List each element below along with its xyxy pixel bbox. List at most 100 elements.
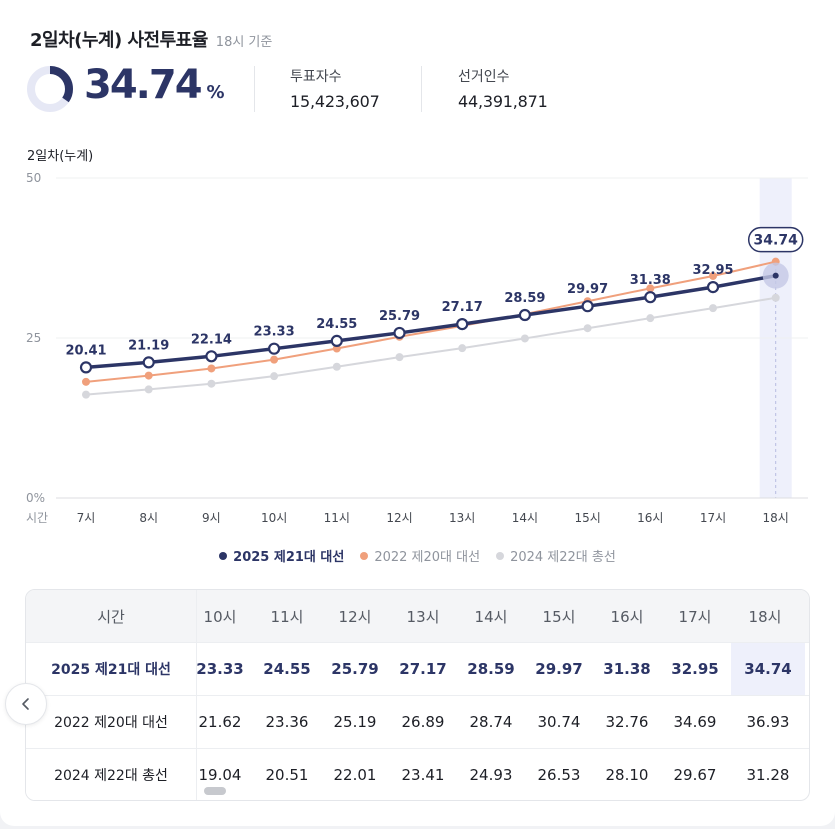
series-line-s2025 xyxy=(85,273,777,370)
data-point-s2025 xyxy=(581,300,594,313)
table-scrollbar-thumb[interactable] xyxy=(204,787,226,795)
table-header-cell: 14시 xyxy=(474,607,508,626)
table-cell: 24.55 xyxy=(263,660,311,678)
table-cell: 28.74 xyxy=(469,713,513,731)
data-point-s2024 xyxy=(270,372,279,381)
data-point-s2025 xyxy=(456,318,469,331)
data-point-s2022 xyxy=(646,284,655,293)
x-tick-label: 10시 xyxy=(261,511,287,525)
table-row-label: 2024 제22대 총선 xyxy=(26,749,197,800)
data-point-s2022 xyxy=(82,377,90,386)
turnout-line-chart: 50 25 0% 시간 7시 8시 9시 10시 11시 12시 13시 14시 15시 16시 17시 18… xyxy=(26,171,808,525)
as-of-time: 18시 기준 xyxy=(215,35,273,50)
data-point-s2024 xyxy=(332,362,341,371)
data-label: 24.55 xyxy=(316,317,357,332)
y-tick-label: 0% xyxy=(26,491,45,505)
chart-legend: 2025 제21대 대선 2022 제20대 대선 2024 제22대 총선 xyxy=(0,546,835,565)
data-label: 21.19 xyxy=(128,338,169,353)
table-header-cell: 15시 xyxy=(542,607,576,626)
x-tick-label: 7시 xyxy=(77,511,96,525)
title-row: 2일차(누계) 사전투표율 18시 기준 xyxy=(30,26,272,52)
data-point-s2025 xyxy=(644,291,657,304)
chart-y-label: 2일차(누계) xyxy=(27,149,94,164)
table-cell: 29.97 xyxy=(535,660,583,678)
table-cell: 36.93 xyxy=(746,713,790,731)
y-tick-label: 50 xyxy=(26,171,41,185)
data-label: 31.38 xyxy=(630,273,671,288)
divider xyxy=(254,66,255,112)
table-cell: 23.36 xyxy=(265,713,309,731)
table-cell: 32.76 xyxy=(605,713,649,731)
table-cell: 28.59 xyxy=(467,660,515,678)
data-point-s2025 xyxy=(79,361,93,374)
legend-item-2024[interactable]: 2024 제22대 총선 xyxy=(496,546,616,565)
page-title: 2일차(누계) 사전투표율 xyxy=(30,30,208,51)
data-point-s2025 xyxy=(142,356,155,369)
data-point-s2022 xyxy=(144,371,153,380)
table-cell: 30.74 xyxy=(537,713,581,731)
data-point-s2024 xyxy=(395,353,404,362)
data-point-s2024 xyxy=(583,324,592,333)
table-row-label: 2022 제20대 대선 xyxy=(26,696,197,748)
chevron-left-icon xyxy=(22,698,29,710)
voters-label: 투표자수 xyxy=(290,69,342,85)
turnout-rate-value: 34.74 xyxy=(84,62,203,108)
data-point-s2022 xyxy=(207,364,216,373)
data-point-s2025 xyxy=(393,326,406,340)
data-label: 27.17 xyxy=(442,300,483,315)
data-label: 25.79 xyxy=(379,309,420,324)
x-tick-label: 16시 xyxy=(637,511,663,525)
data-point-s2022 xyxy=(709,271,717,280)
data-point-s2024 xyxy=(771,293,780,302)
legend-dot-2025 xyxy=(219,551,228,560)
turnout-donut-icon xyxy=(27,66,73,112)
legend-item-2025[interactable]: 2025 제21대 대선 xyxy=(219,546,344,565)
data-label: 32.95 xyxy=(692,263,733,278)
data-label: 34.74 xyxy=(754,233,799,249)
table-cell: 23.41 xyxy=(401,766,445,784)
data-label: 22.14 xyxy=(191,332,232,347)
electors-value: 44,391,871 xyxy=(458,92,548,111)
table-cell: 26.53 xyxy=(537,766,581,784)
table-cell: 24.93 xyxy=(469,766,513,784)
table-cell: 29.67 xyxy=(673,766,717,784)
data-label: 23.33 xyxy=(254,325,295,340)
data-point-s2025 xyxy=(268,342,281,355)
x-tick-label: 11시 xyxy=(324,511,350,525)
table-row: 2025 제21대 대선 23.33 24.55 25.79 27.17 28.… xyxy=(26,642,809,695)
table-cell: 25.19 xyxy=(333,713,377,731)
x-tick-label: 8시 xyxy=(139,511,158,525)
x-tick-label: 13시 xyxy=(449,511,475,525)
table-header-row: 시간 10시 11시 12시 13시 14시 15시 16시 17시 18시 xyxy=(26,590,809,642)
table-cell: 21.62 xyxy=(198,713,242,731)
y-tick-label: 25 xyxy=(26,331,41,345)
legend-dot-2024 xyxy=(496,551,505,560)
scroll-left-button[interactable] xyxy=(5,683,47,725)
x-tick-label: 18시 xyxy=(763,511,789,525)
turnout-table[interactable]: 시간 10시 11시 12시 13시 14시 15시 16시 17시 18시 2… xyxy=(25,589,810,801)
data-point-s2024 xyxy=(144,385,153,394)
data-point-s2024 xyxy=(458,344,467,353)
table-cell: 31.38 xyxy=(603,660,651,678)
legend-label-2022: 2022 제20대 대선 xyxy=(374,550,481,565)
legend-item-2022[interactable]: 2022 제20대 대선 xyxy=(360,546,480,565)
table-cell: 32.95 xyxy=(671,660,719,678)
data-point-s2024 xyxy=(82,390,90,399)
legend-label-2025: 2025 제21대 대선 xyxy=(233,550,345,565)
table-cell: 25.79 xyxy=(331,660,379,678)
table-row: 2022 제20대 대선 21.62 23.36 25.19 26.89 28.… xyxy=(26,695,809,748)
table-header-cell: 11시 xyxy=(270,607,304,626)
table-cell: 19.04 xyxy=(198,766,242,784)
table-cell-highlighted: 34.74 xyxy=(731,643,805,695)
voters-value: 15,423,607 xyxy=(290,92,380,111)
data-point-s2025 xyxy=(330,334,343,347)
table-header-cell: 13시 xyxy=(406,607,440,626)
table-header-cell: 18시 xyxy=(748,607,782,626)
x-tick-label: 17시 xyxy=(700,511,726,525)
table-cell: 22.01 xyxy=(333,766,377,784)
series-line-s2022 xyxy=(85,260,776,383)
legend-dot-2022 xyxy=(360,551,369,560)
x-tick-label: 12시 xyxy=(386,511,412,525)
table-row: 2024 제22대 총선 19.04 20.51 22.01 23.41 24.… xyxy=(26,748,809,800)
table-header-cell: 10시 xyxy=(203,607,237,626)
